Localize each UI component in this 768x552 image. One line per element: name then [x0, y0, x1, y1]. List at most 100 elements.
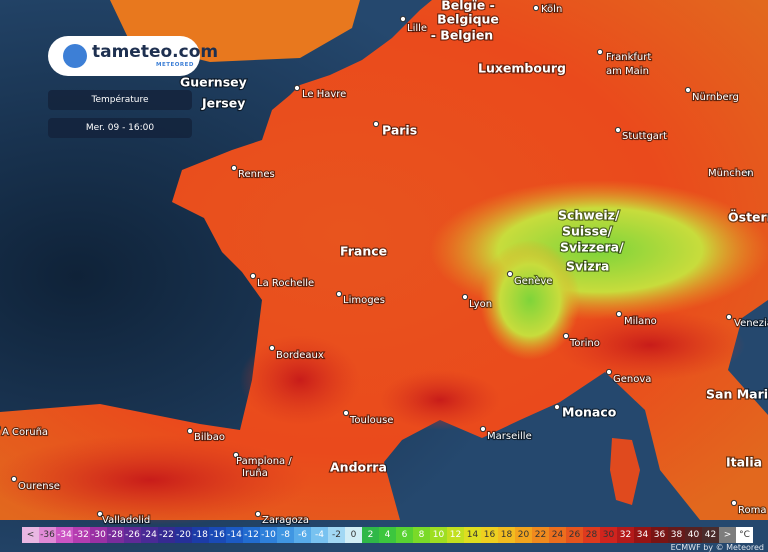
- place-label: San Marino: [706, 387, 768, 402]
- spain: [0, 435, 310, 525]
- legend-item: 10: [430, 527, 447, 543]
- place-label: Rennes: [238, 169, 275, 180]
- legend-item: 42: [702, 527, 719, 543]
- place-dot: [506, 270, 514, 278]
- place-label: Genova: [613, 374, 651, 385]
- legend-item: -36: [39, 527, 56, 543]
- legend-item: >: [719, 527, 736, 543]
- layer-button[interactable]: Température: [48, 90, 192, 110]
- legend-item: 34: [634, 527, 651, 543]
- place-dot: [614, 126, 622, 134]
- legend-item: -18: [192, 527, 209, 543]
- place-label: Valladolid: [102, 515, 150, 526]
- place-label: Stuttgart: [622, 131, 667, 142]
- legend-item: 36: [651, 527, 668, 543]
- legend-item: -26: [124, 527, 141, 543]
- legend-item: -4: [311, 527, 328, 543]
- place-label: Andorra: [330, 460, 387, 475]
- legend-item: 18: [498, 527, 515, 543]
- place-label: Iruña: [242, 468, 268, 479]
- place-label: Marseille: [487, 431, 532, 442]
- logo[interactable]: tameteo.com METEORED: [48, 36, 218, 76]
- place-dot: [230, 164, 238, 172]
- legend-item: 14: [464, 527, 481, 543]
- legend-item: 40: [685, 527, 702, 543]
- place-dot: [553, 403, 561, 411]
- land-corsica: [610, 438, 640, 505]
- legend-item: 38: [668, 527, 685, 543]
- place-dot: [479, 425, 487, 433]
- place-label: France: [340, 244, 387, 259]
- place-label: Nürnberg: [692, 92, 739, 103]
- place-label: Le Havre: [302, 89, 346, 100]
- legend-item: <: [22, 527, 39, 543]
- place-label: - Belgien: [431, 28, 493, 43]
- place-label: Belgïe -: [441, 0, 495, 13]
- place-label: Frankfurt: [606, 52, 651, 63]
- legend-item: 6: [396, 527, 413, 543]
- place-dot: [342, 409, 350, 417]
- time-button[interactable]: Mer. 09 - 16:00: [48, 118, 192, 138]
- legend-item: 30: [600, 527, 617, 543]
- legend-item: -16: [209, 527, 226, 543]
- place-dot: [96, 510, 104, 518]
- place-label: Luxembourg: [478, 61, 566, 76]
- place-label: Zaragoza: [262, 515, 309, 526]
- place-label: Belgique: [437, 12, 499, 27]
- place-dot: [232, 451, 240, 459]
- place-dot: [399, 15, 407, 23]
- place-label: Paris: [382, 123, 417, 138]
- place-dot: [532, 4, 540, 12]
- legend-item: 22: [532, 527, 549, 543]
- place-dot: [684, 86, 692, 94]
- place-label: Monaco: [562, 405, 617, 420]
- provence: [380, 370, 500, 430]
- place-label: Schweiz/: [558, 208, 620, 223]
- legend-item: -8: [277, 527, 294, 543]
- place-dot: [293, 84, 301, 92]
- legend-item: 4: [379, 527, 396, 543]
- legend-item: -24: [141, 527, 158, 543]
- legend-item: °C: [736, 527, 753, 543]
- legend-item: 16: [481, 527, 498, 543]
- place-dot: [335, 290, 343, 298]
- place-dot: [605, 368, 613, 376]
- legend-item: 24: [549, 527, 566, 543]
- place-label: Pamplona /: [236, 456, 292, 467]
- legend-item: 0: [345, 527, 362, 543]
- legend-item: -2: [328, 527, 345, 543]
- place-label: Suisse/: [562, 224, 613, 239]
- legend-item: -6: [294, 527, 311, 543]
- place-label: Lyon: [469, 299, 492, 310]
- place-dot: [461, 293, 469, 301]
- po-valley: [555, 310, 745, 380]
- landes: [240, 335, 360, 425]
- place-label: Österr: [728, 210, 768, 225]
- place-label: Limoges: [343, 295, 385, 306]
- place-label: Bilbao: [194, 432, 225, 443]
- place-label: Roma: [738, 505, 767, 516]
- legend-item: 20: [515, 527, 532, 543]
- place-label: Toulouse: [349, 415, 393, 426]
- legend-item: -14: [226, 527, 243, 543]
- place-label: Milano: [624, 316, 657, 327]
- place-labels: Belgïe -Belgique- Belgien Köln Lille Luxemb…: [0, 0, 768, 527]
- legend-item: 28: [583, 527, 600, 543]
- legend-item: 2: [362, 527, 379, 543]
- place-label: am Main: [606, 66, 649, 77]
- legend-item: -34: [56, 527, 73, 543]
- land-continent: [0, 0, 768, 520]
- logo-text: tameteo.com: [92, 42, 219, 62]
- legend-item: 12: [447, 527, 464, 543]
- legend-item: 26: [566, 527, 583, 543]
- legend-item: -10: [260, 527, 277, 543]
- place-dot: [725, 313, 733, 321]
- place-dot: [186, 427, 194, 435]
- alps-west: [480, 240, 580, 360]
- legend-item: 32: [617, 527, 634, 543]
- place-dot: [249, 272, 257, 280]
- place-label: Guernsey: [180, 75, 247, 90]
- place-dot: [596, 48, 604, 56]
- place-dot: [0, 425, 2, 431]
